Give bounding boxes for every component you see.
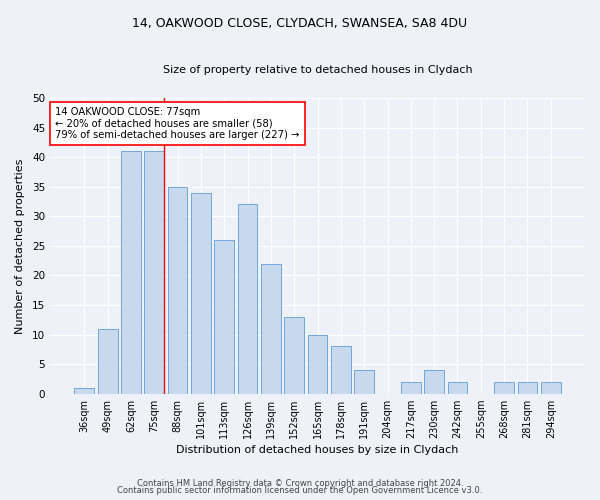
Bar — [214, 240, 234, 394]
Bar — [191, 192, 211, 394]
Bar — [331, 346, 351, 394]
Bar — [448, 382, 467, 394]
Bar — [401, 382, 421, 394]
Bar — [145, 151, 164, 394]
Bar — [98, 328, 118, 394]
Y-axis label: Number of detached properties: Number of detached properties — [15, 158, 25, 334]
Bar — [308, 334, 328, 394]
Text: 14, OAKWOOD CLOSE, CLYDACH, SWANSEA, SA8 4DU: 14, OAKWOOD CLOSE, CLYDACH, SWANSEA, SA8… — [133, 18, 467, 30]
Bar — [541, 382, 560, 394]
Text: 14 OAKWOOD CLOSE: 77sqm
← 20% of detached houses are smaller (58)
79% of semi-de: 14 OAKWOOD CLOSE: 77sqm ← 20% of detache… — [55, 107, 300, 140]
Text: Contains HM Land Registry data © Crown copyright and database right 2024.: Contains HM Land Registry data © Crown c… — [137, 478, 463, 488]
Bar — [494, 382, 514, 394]
Bar — [74, 388, 94, 394]
Bar — [121, 151, 141, 394]
Bar — [238, 204, 257, 394]
Bar — [261, 264, 281, 394]
Text: Contains public sector information licensed under the Open Government Licence v3: Contains public sector information licen… — [118, 486, 482, 495]
X-axis label: Distribution of detached houses by size in Clydach: Distribution of detached houses by size … — [176, 445, 459, 455]
Bar — [284, 317, 304, 394]
Bar — [354, 370, 374, 394]
Bar — [424, 370, 444, 394]
Bar — [167, 186, 187, 394]
Title: Size of property relative to detached houses in Clydach: Size of property relative to detached ho… — [163, 65, 472, 75]
Bar — [518, 382, 538, 394]
